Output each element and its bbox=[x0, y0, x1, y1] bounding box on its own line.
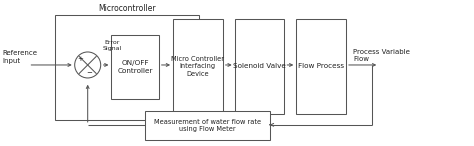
Text: +: + bbox=[78, 56, 83, 62]
Text: Solenoid Valve: Solenoid Valve bbox=[233, 63, 286, 69]
Text: ON/OFF
Controller: ON/OFF Controller bbox=[118, 60, 153, 74]
Text: Error
Signal: Error Signal bbox=[103, 40, 122, 51]
Bar bbox=[55, 15, 199, 120]
Text: Measurement of water flow rate
using Flow Meter: Measurement of water flow rate using Flo… bbox=[154, 119, 261, 132]
Bar bbox=[296, 19, 346, 114]
Ellipse shape bbox=[75, 52, 100, 78]
Text: Microcontroller: Microcontroller bbox=[98, 4, 155, 13]
Bar bbox=[235, 19, 284, 114]
Text: Process Variable
Flow: Process Variable Flow bbox=[353, 49, 410, 62]
Bar bbox=[173, 19, 223, 114]
Bar bbox=[145, 111, 270, 140]
Text: Micro Controller
Interfacing
Device: Micro Controller Interfacing Device bbox=[172, 56, 224, 77]
Text: −: − bbox=[86, 70, 92, 76]
Bar bbox=[111, 35, 159, 99]
Text: Flow Process: Flow Process bbox=[298, 63, 344, 69]
Text: Reference
Input: Reference Input bbox=[2, 50, 37, 64]
